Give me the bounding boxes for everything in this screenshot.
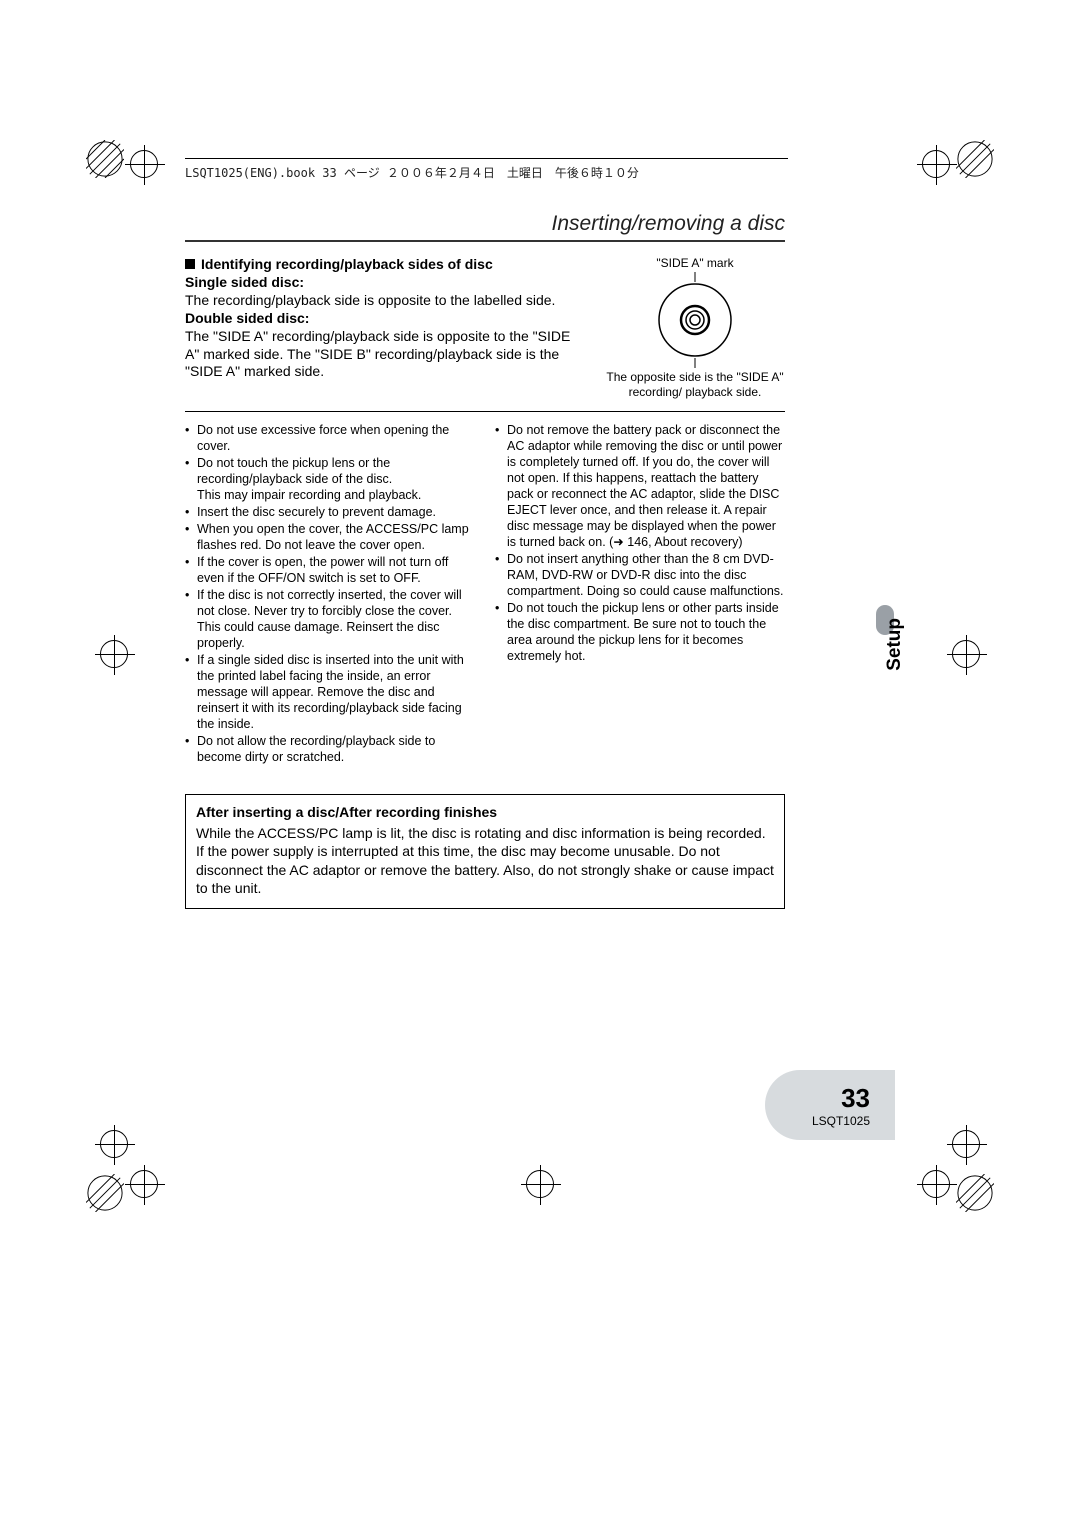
divider	[185, 411, 785, 412]
bullet-item: When you open the cover, the ACCESS/PC l…	[185, 521, 475, 553]
page-content: Inserting/removing a disc Identifying re…	[185, 212, 785, 909]
square-bullet-icon	[185, 259, 195, 269]
after-box-body: While the ACCESS/PC lamp is lit, the dis…	[196, 824, 774, 898]
registration-mark-icon	[100, 1130, 128, 1158]
intro-text: Identifying recording/playback sides of …	[185, 256, 585, 381]
bullet-item: Do not touch the pickup lens or the reco…	[185, 455, 475, 503]
manual-code: LSQT1025	[812, 1114, 870, 1128]
crop-mark-icon	[86, 140, 124, 178]
registration-mark-icon	[952, 640, 980, 668]
section-title: Inserting/removing a disc	[185, 212, 785, 236]
section-rule	[185, 240, 785, 242]
registration-mark-icon	[922, 1170, 950, 1198]
bullet-item: Do not touch the pickup lens or other pa…	[495, 600, 785, 664]
disc-icon	[650, 272, 740, 368]
bullet-item: If the disc is not correctly inserted, t…	[185, 587, 475, 651]
after-box-heading: After inserting a disc/After recording f…	[196, 803, 774, 821]
header-filename: LSQT1025(ENG).book 33 ページ ２００６年２月４日 土曜日 …	[185, 164, 639, 181]
bullet-col-left: Do not use excessive force when opening …	[185, 422, 475, 766]
disc-bottom-label: The opposite side is the "SIDE A" record…	[595, 370, 795, 400]
crop-mark-icon	[86, 1174, 124, 1212]
registration-mark-icon	[130, 1170, 158, 1198]
crop-mark-icon	[956, 1174, 994, 1212]
page-number: 33	[812, 1083, 870, 1114]
page-footer: 33 LSQT1025	[812, 1083, 870, 1128]
bullet-list-right: Do not remove the battery pack or discon…	[495, 422, 785, 664]
single-sided-label: Single sided disc:	[185, 274, 585, 292]
after-inserting-box: After inserting a disc/After recording f…	[185, 794, 785, 908]
disc-top-label: "SIDE A" mark	[595, 256, 795, 270]
registration-mark-icon	[922, 150, 950, 178]
double-sided-text: The "SIDE A" recording/playback side is …	[185, 328, 585, 382]
intro-block: Identifying recording/playback sides of …	[185, 256, 785, 381]
registration-mark-icon	[100, 640, 128, 668]
bullet-columns: Do not use excessive force when opening …	[185, 422, 785, 766]
side-tab-label: Setup	[884, 618, 906, 671]
single-sided-text: The recording/playback side is opposite …	[185, 292, 585, 310]
bullet-list-left: Do not use excessive force when opening …	[185, 422, 475, 765]
bullet-item: Do not use excessive force when opening …	[185, 422, 475, 454]
bullet-item: If the cover is open, the power will not…	[185, 554, 475, 586]
bullet-item: Do not insert anything other than the 8 …	[495, 551, 785, 599]
registration-mark-icon	[952, 1130, 980, 1158]
registration-mark-icon	[526, 1170, 554, 1198]
disc-figure: "SIDE A" mark The opposite side is the "…	[595, 256, 795, 400]
intro-heading: Identifying recording/playback sides of …	[201, 256, 493, 272]
registration-mark-icon	[130, 150, 158, 178]
bullet-col-right: Do not remove the battery pack or discon…	[495, 422, 785, 766]
header-rule	[185, 158, 788, 159]
bullet-item: Do not allow the recording/playback side…	[185, 733, 475, 765]
double-sided-label: Double sided disc:	[185, 310, 585, 328]
bullet-item: Do not remove the battery pack or discon…	[495, 422, 785, 550]
crop-mark-icon	[956, 140, 994, 178]
bullet-item: If a single sided disc is inserted into …	[185, 652, 475, 732]
bullet-item: Insert the disc securely to prevent dama…	[185, 504, 475, 520]
